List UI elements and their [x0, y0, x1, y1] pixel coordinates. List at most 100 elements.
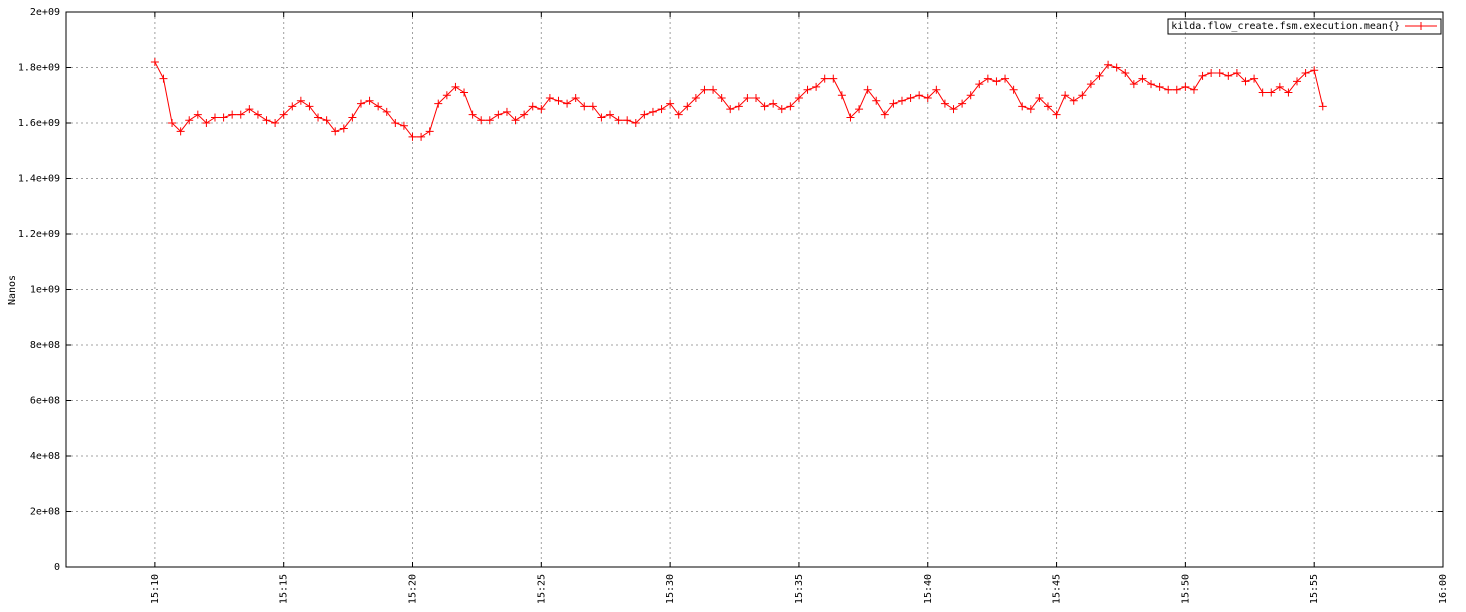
point-marker [1318, 102, 1327, 111]
point-marker [1069, 96, 1078, 105]
point-marker [228, 110, 237, 119]
point-marker [674, 110, 683, 119]
point-marker [253, 110, 262, 119]
point-marker [1207, 69, 1216, 78]
x-tick-label: 15:40 [923, 574, 934, 604]
point-marker [305, 102, 314, 111]
point-marker [666, 99, 675, 108]
point-marker [1155, 82, 1164, 91]
point-marker [1147, 80, 1156, 89]
legend-marker [1417, 22, 1425, 30]
point-marker [322, 116, 331, 125]
y-tick-label: 2e+09 [30, 7, 60, 18]
point-marker [185, 116, 194, 125]
point-marker [520, 110, 529, 119]
x-tick-label: 15:20 [408, 574, 419, 604]
point-marker [1293, 77, 1302, 86]
x-tick-label: 16:00 [1438, 574, 1449, 604]
point-marker [314, 113, 323, 122]
point-marker [537, 105, 546, 114]
point-marker [1267, 88, 1276, 97]
x-tick-label: 15:15 [279, 574, 290, 604]
point-marker [992, 77, 1001, 86]
y-tick-label: 1.8e+09 [18, 63, 60, 74]
point-marker [485, 116, 494, 125]
point-marker [245, 105, 254, 114]
point-marker [975, 80, 984, 89]
point-marker [511, 116, 520, 125]
point-marker [648, 107, 657, 116]
x-tick-label: 15:30 [665, 574, 676, 604]
point-marker [837, 91, 846, 100]
point-marker [502, 107, 511, 116]
y-tick-label: 0 [54, 562, 60, 573]
point-marker [271, 119, 280, 127]
point-marker [743, 94, 752, 103]
point-marker [863, 85, 872, 94]
point-marker [752, 94, 761, 103]
point-marker [717, 94, 726, 103]
y-axis-label: Nanos [7, 275, 18, 305]
point-marker [168, 119, 177, 127]
plot-frame [65, 11, 1444, 568]
point-marker [580, 102, 589, 111]
point-marker [460, 88, 469, 97]
point-marker [1241, 77, 1250, 86]
point-marker [683, 102, 692, 111]
point-marker [554, 96, 563, 105]
y-tick-label: 6e+08 [30, 396, 60, 407]
point-marker [159, 74, 168, 83]
point-marker [829, 74, 838, 83]
y-tick-label: 1.4e+09 [18, 174, 60, 185]
point-marker [855, 105, 864, 114]
point-marker [623, 116, 632, 125]
point-marker [846, 113, 855, 122]
point-marker [786, 102, 795, 111]
point-marker [296, 96, 305, 105]
point-marker [906, 94, 915, 103]
point-marker [331, 127, 340, 136]
point-marker [1189, 85, 1198, 94]
point-marker [1301, 69, 1310, 78]
point-marker [1104, 60, 1113, 69]
point-marker [528, 102, 537, 111]
point-marker [236, 110, 245, 119]
point-marker [640, 110, 649, 119]
point-marker [468, 110, 477, 119]
point-marker [889, 99, 898, 108]
point-marker [1224, 71, 1233, 80]
point-marker [408, 132, 417, 141]
point-marker [897, 96, 906, 105]
point-marker [1215, 69, 1224, 78]
point-marker [1001, 74, 1010, 83]
point-marker [1043, 102, 1052, 111]
point-marker [219, 113, 228, 122]
x-tick-label: 15:25 [536, 574, 547, 604]
point-marker [915, 91, 924, 100]
point-marker [657, 105, 666, 114]
point-marker [262, 116, 271, 125]
point-marker [1112, 63, 1121, 72]
point-marker [700, 85, 709, 94]
point-marker [1052, 110, 1061, 119]
point-marker [1061, 91, 1070, 100]
point-marker [709, 85, 718, 94]
x-tick-label: 15:10 [150, 574, 161, 604]
legend-label: kilda.flow_create.fsm.execution.mean{} [1171, 21, 1400, 32]
point-marker [288, 102, 297, 111]
point-marker [872, 96, 881, 105]
point-marker [571, 94, 580, 103]
point-marker [442, 91, 451, 100]
x-tick-label: 15:50 [1180, 574, 1191, 604]
point-marker [1172, 85, 1181, 94]
point-marker [202, 119, 211, 127]
point-marker [614, 116, 623, 125]
point-marker [812, 82, 821, 91]
y-tick-label: 1.2e+09 [18, 229, 60, 240]
point-marker [1284, 88, 1293, 97]
point-marker [1009, 85, 1018, 94]
point-marker [726, 105, 735, 114]
point-marker [923, 94, 932, 103]
